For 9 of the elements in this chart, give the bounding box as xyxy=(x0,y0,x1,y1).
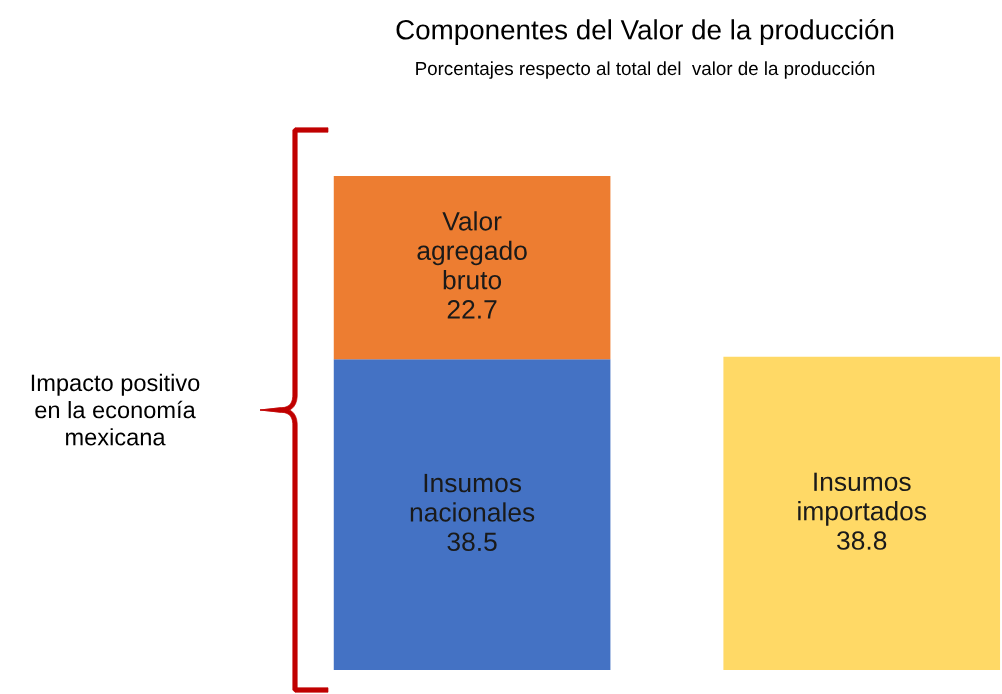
chart-subtitle: Porcentajes respecto al total del valor de la producción xyxy=(416,61,875,79)
chart-title: Componentes del Valor de la producción xyxy=(396,18,894,46)
series-label: Insumos importados xyxy=(798,472,927,526)
series-label: Valor agregado bruto xyxy=(417,211,527,290)
data-label: 22.7 xyxy=(447,300,497,319)
data-label: 38.8 xyxy=(837,531,887,550)
data-label: 38.5 xyxy=(447,532,497,552)
text: Impacto positivo en la economía mexicana xyxy=(31,373,200,446)
series-label: Insumos nacionales xyxy=(410,473,535,522)
